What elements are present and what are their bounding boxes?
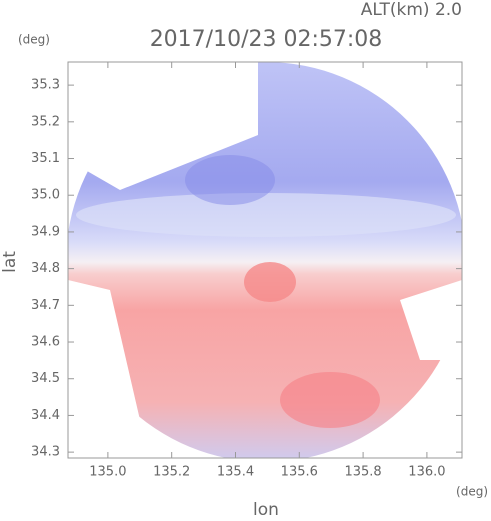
x-axis-title: lon: [253, 500, 279, 520]
y-tick-label: 34.4: [31, 408, 60, 423]
plot-frame: [67, 61, 463, 459]
y-tick-label: 34.7: [31, 298, 60, 313]
y-tick-label: 35.1: [31, 151, 60, 166]
y-tick-label: 35.3: [31, 78, 60, 93]
x-tick-label: 135.2: [153, 465, 190, 480]
chart-title: 2017/10/23 02:57:08: [150, 27, 383, 52]
y-tick-label: 34.3: [31, 445, 60, 460]
altitude-label: ALT(km) 2.0: [361, 0, 462, 20]
x-tick-label: 135.0: [89, 465, 126, 480]
y-unit: (deg): [18, 33, 50, 47]
y-axis-title: lat: [0, 251, 20, 273]
y-tick-label: 35.2: [31, 114, 60, 129]
y-tick-label: 34.9: [31, 224, 60, 239]
y-tick-label: 34.6: [31, 335, 60, 350]
x-unit: (deg): [456, 485, 488, 499]
y-tick-label: 34.5: [31, 371, 60, 386]
x-tick-label: 135.4: [217, 465, 254, 480]
y-tick-label: 34.8: [31, 261, 60, 276]
x-tick-label: 135.6: [281, 465, 318, 480]
radar-field: [68, 62, 462, 458]
x-tick-label: 135.8: [344, 465, 381, 480]
x-tick-label: 136.0: [408, 465, 445, 480]
y-tick-label: 35.0: [31, 188, 60, 203]
